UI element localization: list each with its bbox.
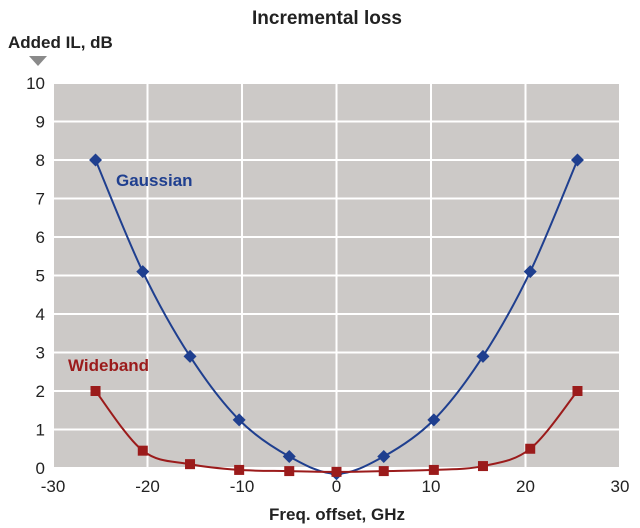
point-wideband [477,461,488,472]
y-tick-label: 8 [36,151,45,170]
point-gaussian [89,153,103,167]
x-tick-label: 0 [332,477,341,496]
point-wideband [428,464,439,475]
point-wideband [137,445,148,456]
x-tick-labels: -30 -20 -10 0 10 20 30 [41,477,630,496]
point-wideband [185,459,196,470]
y-tick-label: 3 [36,344,45,363]
series-label-wideband: Wideband [68,356,149,375]
x-tick-label: -10 [230,477,255,496]
y-tick-label: 2 [36,382,45,401]
y-tick-labels: 0 1 2 3 4 5 6 7 8 9 10 [26,74,45,478]
point-gaussian [427,413,441,427]
point-gaussian [523,265,537,279]
y-tick-label: 9 [36,113,45,132]
x-tick-label: 30 [611,477,630,496]
point-wideband [525,443,536,454]
point-gaussian [570,153,584,167]
point-wideband [90,386,101,396]
point-gaussian [282,449,296,463]
point-wideband [331,466,342,477]
series-label-gaussian: Gaussian [116,171,193,190]
point-gaussian [377,449,391,463]
point-gaussian [183,349,197,363]
point-wideband [284,466,295,477]
y-tick-label: 1 [36,421,45,440]
x-tick-label: -20 [135,477,160,496]
y-tick-label: 0 [36,459,45,478]
x-tick-label: 10 [422,477,441,496]
y-axis-label: Added IL, dB [8,33,113,52]
x-tick-label: -30 [41,477,66,496]
point-wideband [572,386,583,396]
point-gaussian [232,413,246,427]
point-gaussian [476,349,490,363]
y-tick-label: 4 [36,305,45,324]
point-wideband [234,464,245,475]
y-tick-label: 10 [26,74,45,93]
x-tick-label: 20 [516,477,535,496]
series-layer [89,153,584,481]
point-gaussian [136,265,150,279]
point-wideband [378,466,389,477]
y-tick-label: 6 [36,228,45,247]
grid-lines [52,82,621,469]
y-axis-arrow-icon [29,56,47,66]
x-axis-label: Freq. offset, GHz [269,505,405,524]
y-tick-label: 5 [36,267,45,286]
chart-title: Incremental loss [252,8,402,29]
y-tick-label: 7 [36,190,45,209]
